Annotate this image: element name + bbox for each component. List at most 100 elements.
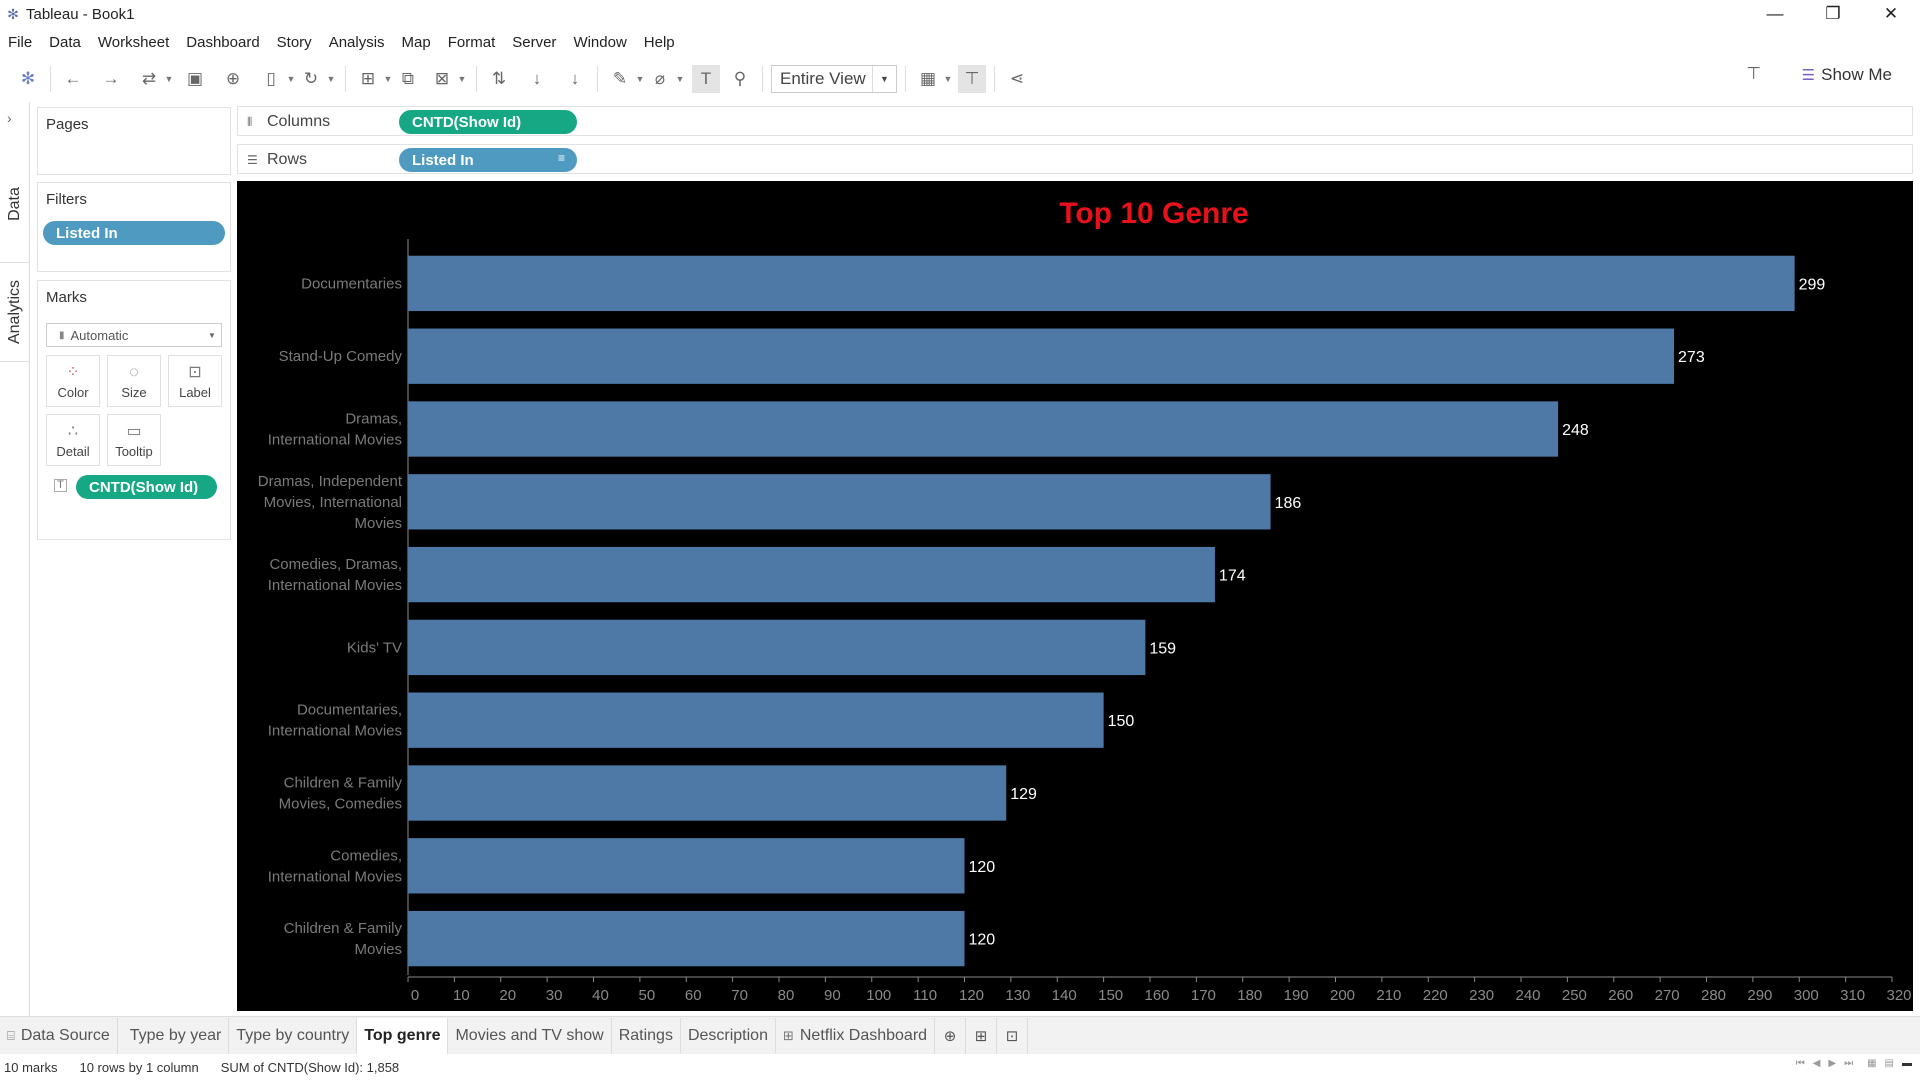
menu-server[interactable]: Server [512,33,557,51]
sort-descending-icon[interactable]: ↓ [570,69,580,88]
x-tick-label: 300 [1794,987,1819,1004]
highlight-icon[interactable]: ✎ [612,69,628,88]
bar [408,546,1215,603]
mark-type-dropdown[interactable]: ▮ Automatic ▼ [46,323,222,347]
new-story-tab-icon[interactable]: ⊡ [997,1017,1029,1054]
menu-analysis[interactable]: Analysis [328,33,385,51]
pause-updates-icon[interactable]: ▯ [266,69,276,88]
duplicate-sheet-icon[interactable]: ⧉ [401,69,415,88]
chevron-down-icon[interactable]: ▼ [943,74,953,84]
label-mark-icon[interactable]: T [54,479,67,492]
tab-movies-and-tv-show[interactable]: Movies and TV show [448,1017,612,1054]
x-tick-label: 120 [959,987,984,1004]
new-worksheet-icon[interactable]: ⊞ [360,69,376,88]
presentation-mode-icon[interactable]: ⊤ [958,65,986,93]
chevron-down-icon[interactable]: ▼ [872,66,896,92]
x-tick-label: 230 [1469,987,1494,1004]
chevron-down-icon[interactable]: ▼ [675,74,685,84]
x-tick-label: 0 [411,987,419,1004]
menu-data[interactable]: Data [49,33,81,51]
tab-type-by-year[interactable]: Type by year [118,1017,230,1054]
clear-sheet-icon[interactable]: ⊠ [434,69,450,88]
replace-data-source-icon[interactable]: ⇄ [141,69,157,88]
next-sheet-icon[interactable]: ▶ [1828,1058,1837,1069]
data-label: 129 [1010,786,1037,803]
marks-pill-cntd-show-id[interactable]: CNTD(Show Id) [76,475,217,499]
share-icon[interactable]: ⋖ [1009,69,1025,88]
rows-pill-listed-in[interactable]: Listed In ≡ [399,148,577,172]
group-members-icon[interactable]: ⌀ [654,69,666,88]
pages-shelf[interactable]: Pages [37,107,231,175]
show-mark-labels-icon[interactable]: T [692,65,720,93]
tableau-home-icon[interactable]: ✻ [20,69,36,88]
refresh-icon[interactable]: ↻ [303,69,319,88]
tab-netflix-dashboard[interactable]: ⊞ Netflix Dashboard [776,1017,936,1054]
close-icon[interactable]: ✕ [1883,4,1899,23]
toolbar-separator [50,66,51,92]
new-worksheet-tab-icon[interactable]: ⊕ [935,1017,967,1054]
tab-type-by-country[interactable]: Type by country [229,1017,358,1054]
restore-icon[interactable]: ❐ [1825,4,1841,23]
swap-rows-columns-icon[interactable]: ⇅ [491,69,507,88]
chevron-down-icon[interactable]: ▼ [383,74,393,84]
new-data-source-icon[interactable]: ⊕ [225,69,241,88]
first-sheet-icon[interactable]: ⏮ [1795,1058,1805,1069]
menu-worksheet[interactable]: Worksheet [97,33,170,51]
x-tick-label: 40 [592,987,609,1004]
sort-icon[interactable]: ≡ [557,151,565,165]
menu-format[interactable]: Format [447,33,496,51]
filter-pill-listed-in[interactable]: Listed In [43,221,225,245]
category-label: Comedies, Dramas, International Movies [268,556,402,594]
show-tabs-icon[interactable]: ▬ [1902,1058,1912,1069]
rows-shelf[interactable]: ☰ Rows Listed In ≡ [237,144,1913,174]
view-fit-dropdown[interactable]: Entire View ▼ [771,65,897,93]
tab-analytics[interactable]: Analytics [0,262,30,362]
last-sheet-icon[interactable]: ⏭ [1844,1058,1854,1069]
color-button[interactable]: ⁘ Color [46,355,100,407]
new-dashboard-tab-icon[interactable]: ⊞ [966,1017,998,1054]
columns-shelf[interactable]: ⦀ Columns CNTD(Show Id) [237,106,1913,136]
show-me-label: Show Me [1821,65,1892,84]
tooltip-button[interactable]: ▭ Tooltip [107,414,161,466]
chevron-right-icon[interactable]: › [7,110,12,126]
fix-axes-icon[interactable]: ⚲ [733,69,747,88]
menu-story[interactable]: Story [276,33,312,51]
filters-shelf[interactable]: Filters Listed In [37,182,231,272]
sort-ascending-icon[interactable]: ↓ [532,69,542,88]
minimize-icon[interactable]: — [1766,4,1784,23]
show-filmstrip-icon[interactable]: ▤ [1884,1058,1894,1069]
x-tick-label: 140 [1052,987,1077,1004]
redo-icon[interactable]: → [102,69,120,88]
show-cards-icon[interactable]: ▦ [919,69,937,88]
undo-icon[interactable]: ← [64,69,82,88]
menu-file[interactable]: File [8,33,33,51]
tab-ratings[interactable]: Ratings [612,1017,681,1054]
chevron-down-icon[interactable]: ▼ [208,330,216,340]
tab-top-genre[interactable]: Top genre [357,1017,449,1054]
tab-data[interactable]: Data [0,174,30,234]
tab-data-source[interactable]: ⌸ Data Source [0,1017,118,1054]
show-me-button[interactable]: ⊤ ☰ Show Me [1746,64,1892,85]
menu-map[interactable]: Map [401,33,431,51]
show-sheet-sorter-icon[interactable]: ▦ [1867,1058,1877,1069]
pin-icon[interactable]: ⊤ [1746,64,1762,83]
columns-pill-cntd-show-id[interactable]: CNTD(Show Id) [399,110,577,134]
detail-button[interactable]: ∴ Detail [46,414,100,466]
menu-window[interactable]: Window [573,33,627,51]
previous-sheet-icon[interactable]: ◀ [1812,1058,1821,1069]
tab-description[interactable]: Description [681,1017,776,1054]
chevron-down-icon[interactable]: ▼ [326,74,336,84]
chevron-down-icon[interactable]: ▼ [286,74,296,84]
color-label: Color [57,384,89,400]
chevron-down-icon[interactable]: ▼ [457,74,467,84]
label-button[interactable]: ⊡ Label [168,355,222,407]
save-icon[interactable]: ▣ [186,69,204,88]
x-tick-label: 210 [1376,987,1401,1004]
menu-dashboard[interactable]: Dashboard [186,33,260,51]
marks-card: Marks ▮ Automatic ▼ ⁘ Color ◌ Size ⊡ Lab… [37,280,231,540]
chevron-down-icon[interactable]: ▼ [164,74,174,84]
size-button[interactable]: ◌ Size [107,355,161,407]
menu-help[interactable]: Help [643,33,675,51]
chevron-down-icon[interactable]: ▼ [635,74,645,84]
rows-label: Rows [267,151,308,168]
